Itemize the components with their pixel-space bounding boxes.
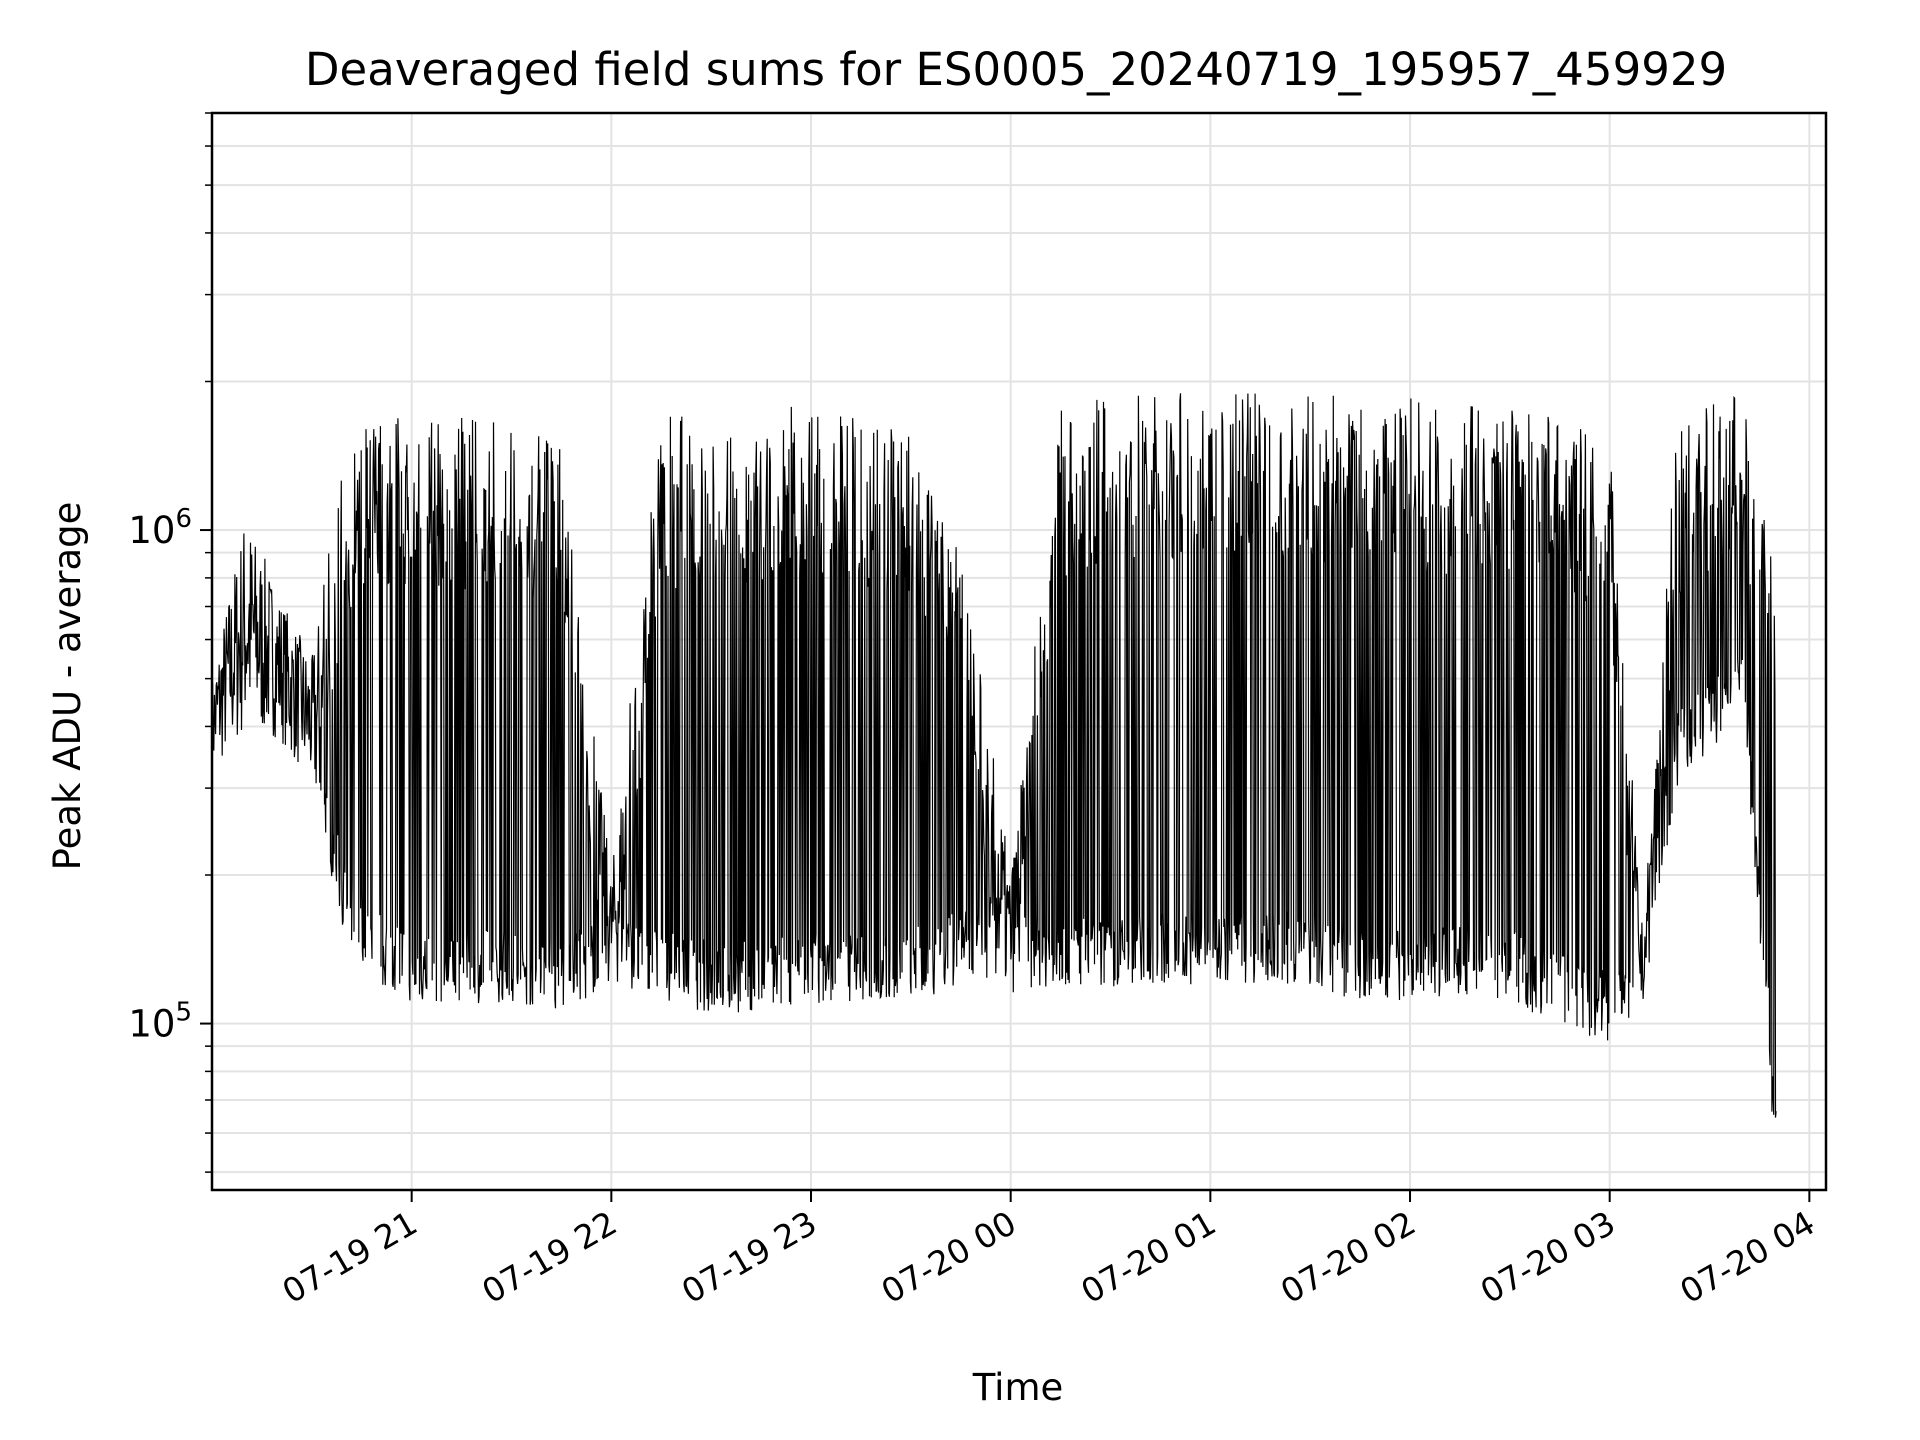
x-tick-label: 07-19 22 <box>475 1203 623 1311</box>
x-tick-label: 07-20 01 <box>1074 1203 1222 1311</box>
x-tick-label: 07-19 23 <box>675 1203 823 1311</box>
series-line <box>211 393 1777 1118</box>
x-axis: 07-19 21 07-19 22 07-19 23 07-20 00 07-20 01… <box>276 1190 1821 1311</box>
chart-title: Deaveraged field sums for ES0005_2024071… <box>305 43 1727 96</box>
x-tick-label: 07-19 21 <box>276 1203 424 1311</box>
plot-area <box>210 111 1828 1192</box>
x-tick-label: 07-20 02 <box>1274 1203 1422 1311</box>
y-axis-label: Peak ADU - average <box>46 502 89 871</box>
x-tick-label: 07-20 03 <box>1474 1203 1622 1311</box>
y-tick-label: 106 <box>128 504 192 552</box>
y-axis: 105 106 <box>128 112 212 1173</box>
y-tick-label: 105 <box>128 998 192 1046</box>
x-tick-label: 07-20 04 <box>1673 1203 1821 1311</box>
x-axis-label: Time <box>972 1366 1064 1409</box>
x-tick-label: 07-20 00 <box>875 1203 1023 1311</box>
